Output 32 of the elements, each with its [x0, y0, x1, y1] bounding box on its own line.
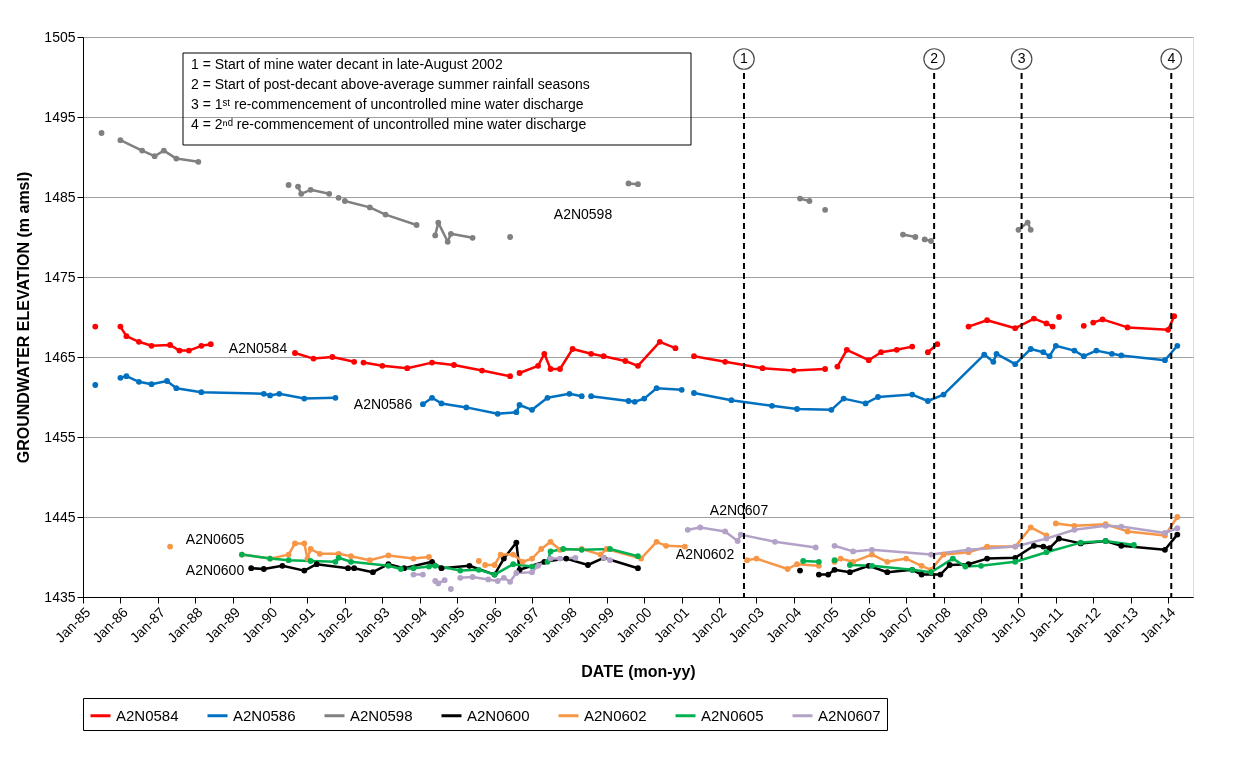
- y-tick-label: 1495: [44, 108, 76, 125]
- legend-label: A2N0600: [467, 706, 530, 724]
- y-tick-label: 1485: [44, 188, 76, 205]
- annotation: 2 = Start of post-decant above-average summer rainfall seasons: [191, 76, 590, 92]
- y-tick-label: 1445: [44, 508, 76, 525]
- x-axis-title: DATE (mon-yy): [581, 662, 696, 680]
- y-axis-title: GROUNDWATER ELEVATION (m amsl): [15, 171, 33, 464]
- annotation: A2N0602: [675, 546, 735, 562]
- annotation: A2N0584: [228, 340, 288, 356]
- y-tick-label: 1435: [44, 588, 76, 605]
- annotation: A2N0586: [353, 396, 413, 412]
- y-tick-label: 1475: [44, 268, 76, 285]
- annotation: A2N0598: [553, 206, 613, 222]
- annotation: A2N0600: [185, 562, 245, 578]
- annotation: 1 = Start of mine water decant in late-August 2002: [191, 56, 503, 72]
- legend-label: A2N0607: [818, 706, 881, 724]
- y-tick-label: 1465: [44, 348, 76, 365]
- legend-label: A2N0586: [233, 706, 296, 724]
- ref-line-label: 3: [1017, 50, 1026, 66]
- y-tick-label: 1455: [44, 428, 76, 445]
- legend-label: A2N0584: [116, 706, 179, 724]
- ref-line-label: 4: [1167, 50, 1176, 66]
- legend-label: A2N0602: [584, 706, 647, 724]
- y-tick-label: 1505: [44, 28, 76, 45]
- legend-label: A2N0605: [701, 706, 764, 724]
- ref-line-label: 2: [930, 50, 939, 66]
- annotation: A2N0607: [709, 502, 769, 518]
- ref-line-label: 1: [740, 50, 749, 66]
- annotation: A2N0605: [185, 531, 245, 547]
- annotation: 3 = 1ˢᵗ re-commencement of uncontrolled mine water discharge: [191, 96, 584, 112]
- annotation: 4 = 2ⁿᵈ re-commencement of uncontrolled mine water discharge: [191, 116, 587, 132]
- legend-label: A2N0598: [350, 706, 413, 724]
